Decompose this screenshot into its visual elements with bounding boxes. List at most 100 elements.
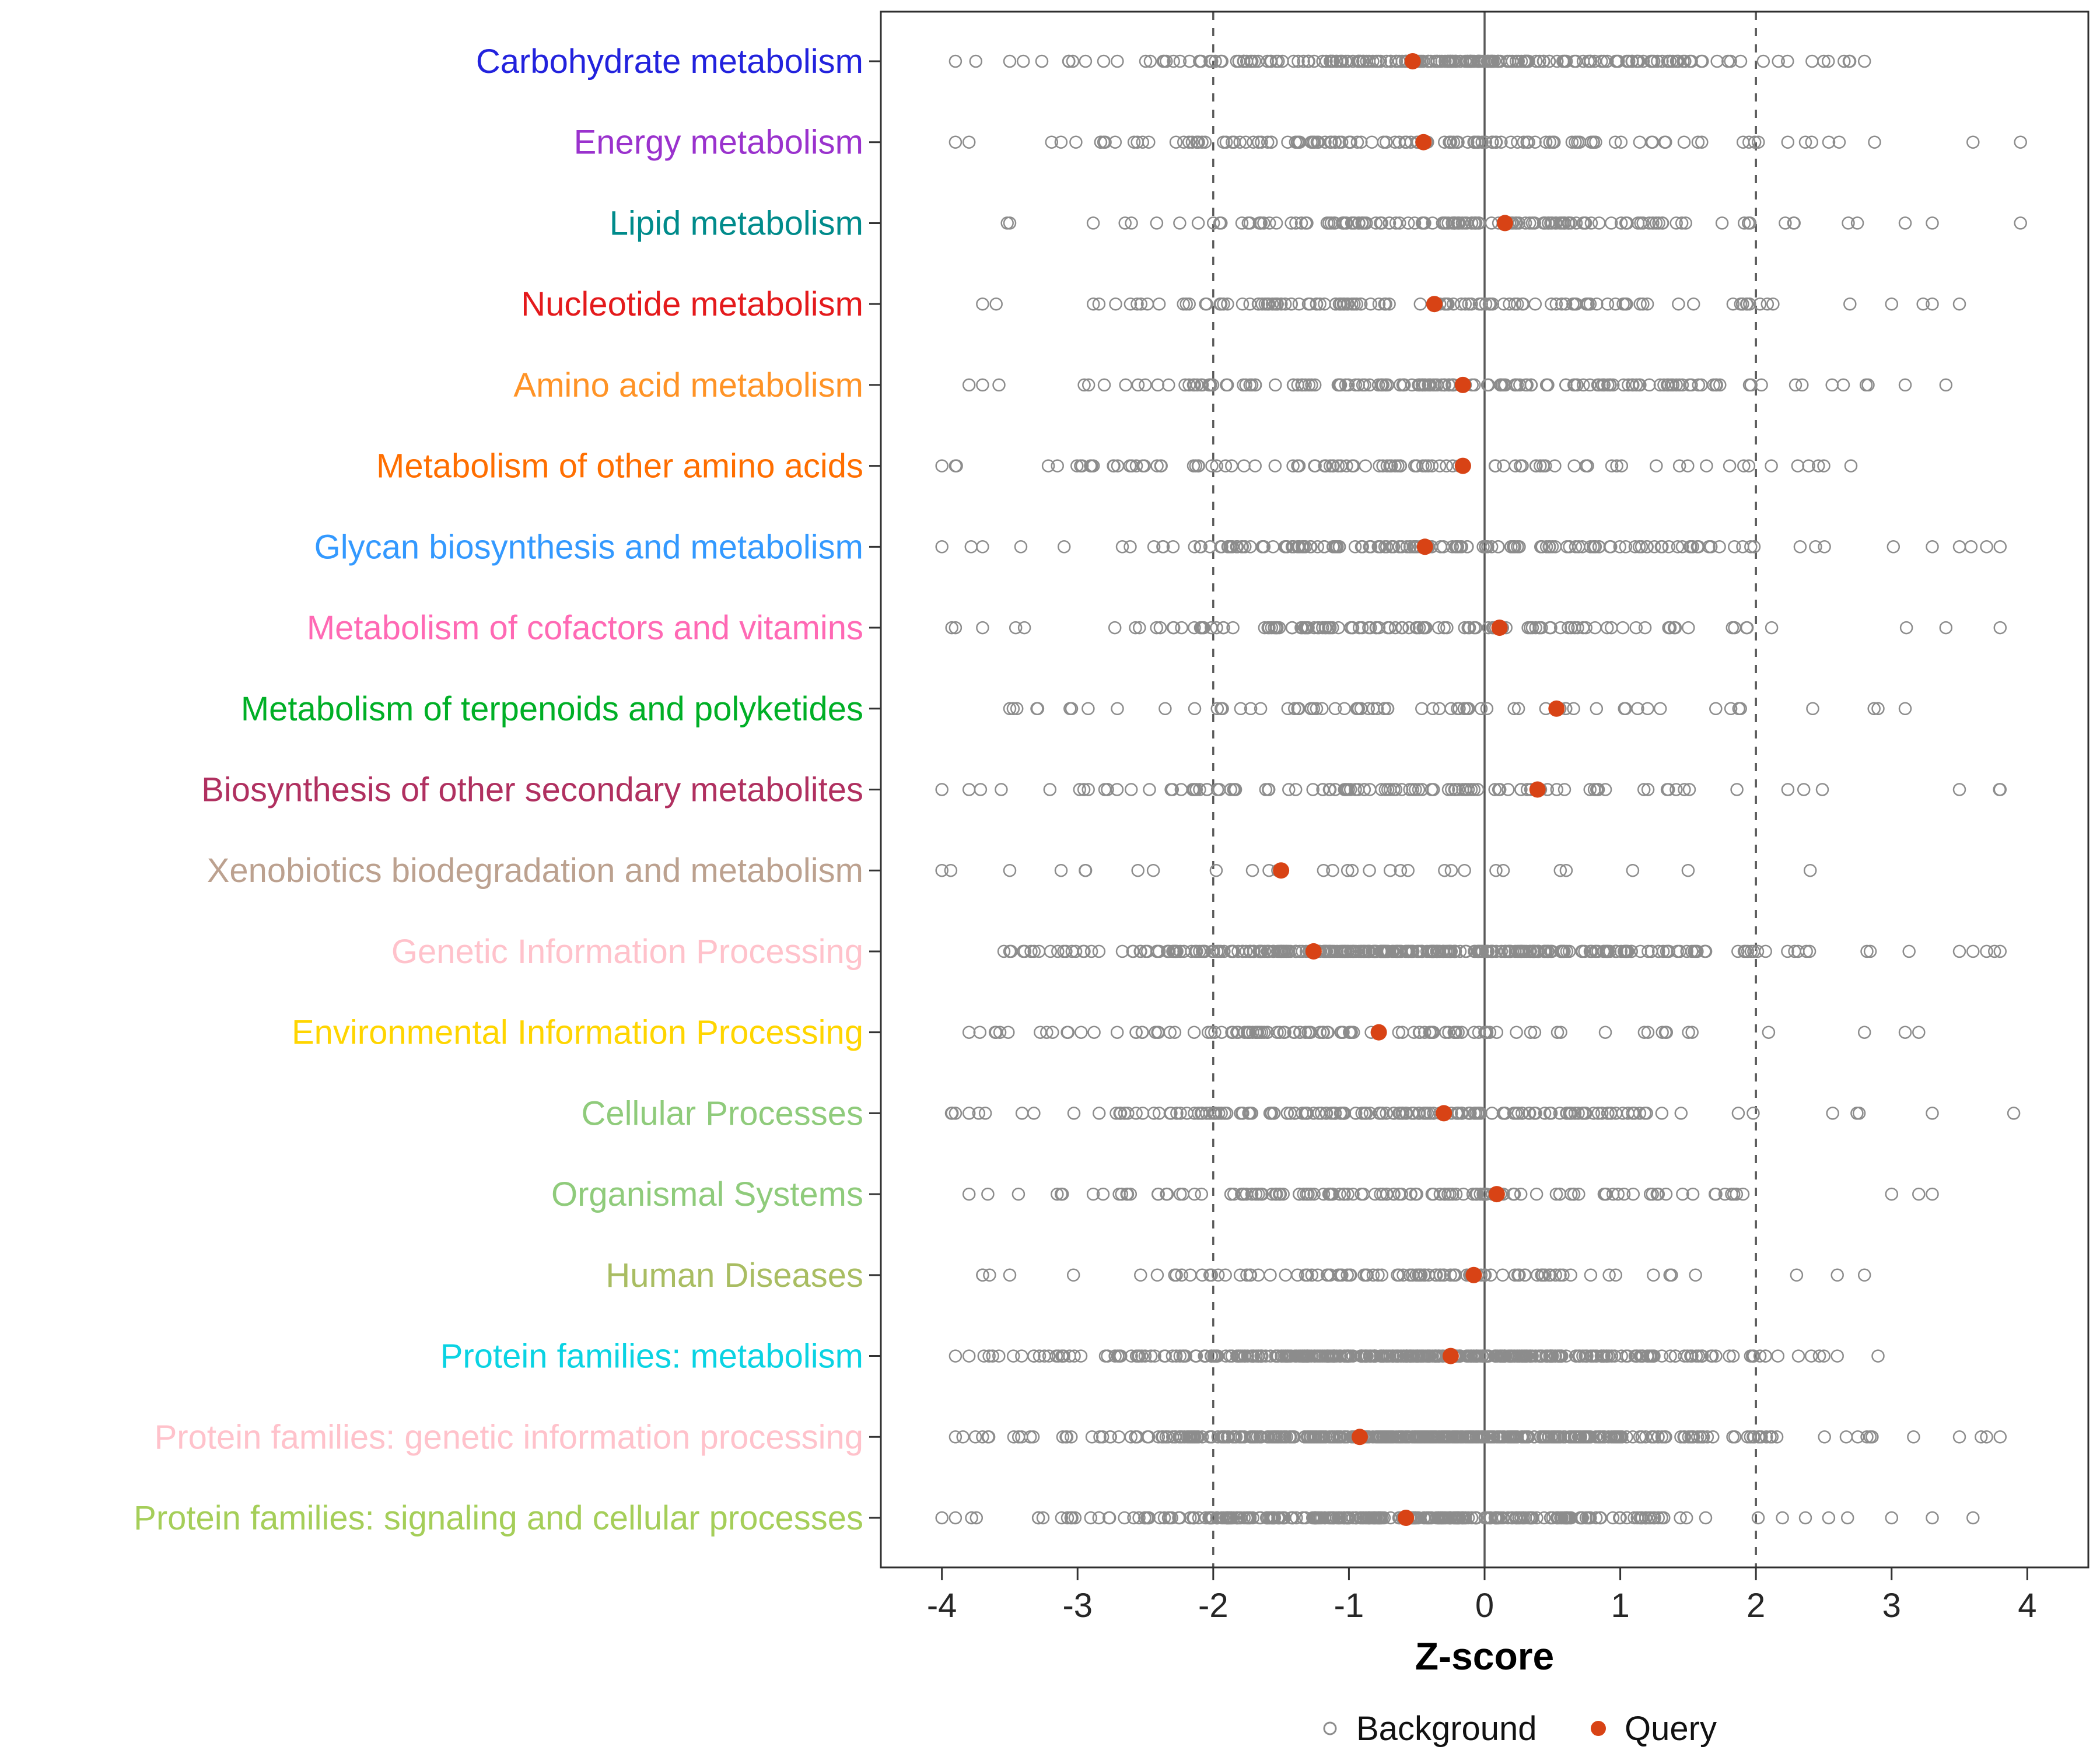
background-point — [1322, 944, 1335, 958]
background-point — [1632, 54, 1646, 68]
background-point — [1084, 1511, 1098, 1525]
background-point — [1334, 1430, 1348, 1444]
background-point — [1262, 944, 1276, 958]
background-point — [1489, 135, 1503, 149]
background-point — [1222, 540, 1235, 554]
background-point — [1651, 1511, 1665, 1525]
background-point — [1130, 1430, 1144, 1444]
background-point — [1315, 1511, 1328, 1525]
background-point — [1382, 297, 1396, 311]
background-point — [1564, 1268, 1577, 1282]
background-point — [1269, 378, 1282, 392]
background-point — [1641, 702, 1654, 716]
background-point — [1600, 1187, 1613, 1201]
background-point — [1239, 944, 1253, 958]
background-point — [1442, 1026, 1455, 1039]
background-point — [1508, 459, 1522, 473]
background-point — [1952, 944, 1966, 958]
background-point — [982, 1430, 996, 1444]
background-point — [1898, 1026, 1912, 1039]
category-label: Biosynthesis of other secondary metaboli… — [201, 771, 863, 809]
background-point — [1409, 1430, 1423, 1444]
background-point — [1545, 297, 1558, 311]
background-point — [1579, 1107, 1592, 1120]
category-label: Carbohydrate metabolism — [476, 43, 863, 80]
background-point — [1503, 944, 1516, 958]
x-tick-label: -2 — [1198, 1587, 1228, 1625]
background-point — [1396, 1268, 1410, 1282]
background-point — [1630, 1349, 1644, 1363]
row-points — [935, 1510, 1980, 1526]
background-point — [1062, 54, 1076, 68]
background-point — [1731, 944, 1745, 958]
background-point — [1211, 1511, 1224, 1525]
background-point — [1208, 1026, 1222, 1039]
background-point — [1051, 1349, 1065, 1363]
background-point — [1450, 135, 1464, 149]
background-point — [1289, 783, 1303, 796]
query-point — [1454, 376, 1471, 393]
background-point — [1850, 216, 1864, 230]
background-point — [1280, 1107, 1294, 1120]
background-point — [1354, 944, 1368, 958]
background-point — [1647, 540, 1661, 554]
background-point — [1281, 702, 1295, 716]
background-point — [1069, 944, 1083, 958]
background-point — [1491, 54, 1505, 68]
background-point — [1742, 459, 1756, 473]
background-point — [1600, 944, 1614, 958]
background-point — [1157, 1349, 1171, 1363]
background-point — [1318, 540, 1331, 554]
background-point — [1641, 1026, 1655, 1039]
background-point — [1546, 1511, 1560, 1525]
background-point — [1737, 944, 1751, 958]
background-point — [1115, 540, 1129, 554]
background-point — [1656, 1026, 1669, 1039]
background-point — [1308, 378, 1322, 392]
background-point — [1698, 944, 1712, 958]
background-point — [1206, 378, 1220, 392]
background-point — [1227, 1187, 1241, 1201]
background-point — [1056, 1430, 1070, 1444]
background-point — [1346, 54, 1360, 68]
background-point — [1860, 1430, 1874, 1444]
background-point — [1458, 863, 1471, 877]
background-point — [1280, 944, 1294, 958]
background-point — [1576, 540, 1589, 554]
background-point — [1404, 540, 1417, 554]
background-point — [1297, 1187, 1310, 1201]
background-point — [1006, 702, 1020, 716]
background-point — [1709, 378, 1723, 392]
background-point — [1220, 1511, 1234, 1525]
background-point — [1031, 1511, 1045, 1525]
background-point — [1318, 621, 1332, 635]
background-point — [1671, 540, 1685, 554]
background-point — [1318, 135, 1332, 149]
background-point — [935, 459, 949, 473]
background-point — [1798, 135, 1812, 149]
background-point — [1540, 1349, 1553, 1363]
background-point — [1269, 1430, 1283, 1444]
background-point — [1027, 1349, 1041, 1363]
background-point — [1466, 1430, 1480, 1444]
background-point — [949, 1511, 963, 1525]
x-tick-label: 3 — [1882, 1587, 1901, 1625]
background-point — [1680, 944, 1693, 958]
background-point — [1369, 54, 1383, 68]
background-point — [1236, 297, 1250, 311]
background-point — [1184, 1268, 1197, 1282]
background-point — [1170, 1268, 1183, 1282]
background-point — [1638, 1107, 1652, 1120]
background-point — [1521, 621, 1535, 635]
background-point — [1620, 1511, 1634, 1525]
x-tick-label: -4 — [927, 1587, 957, 1625]
background-point — [1639, 1430, 1653, 1444]
background-point — [1497, 1349, 1511, 1363]
background-point — [1952, 540, 1966, 554]
background-point — [1205, 621, 1218, 635]
background-point — [1619, 540, 1633, 554]
x-tick-label: -1 — [1334, 1587, 1364, 1625]
background-point — [1320, 1107, 1333, 1120]
background-point — [1412, 783, 1426, 796]
background-point — [1206, 216, 1220, 230]
